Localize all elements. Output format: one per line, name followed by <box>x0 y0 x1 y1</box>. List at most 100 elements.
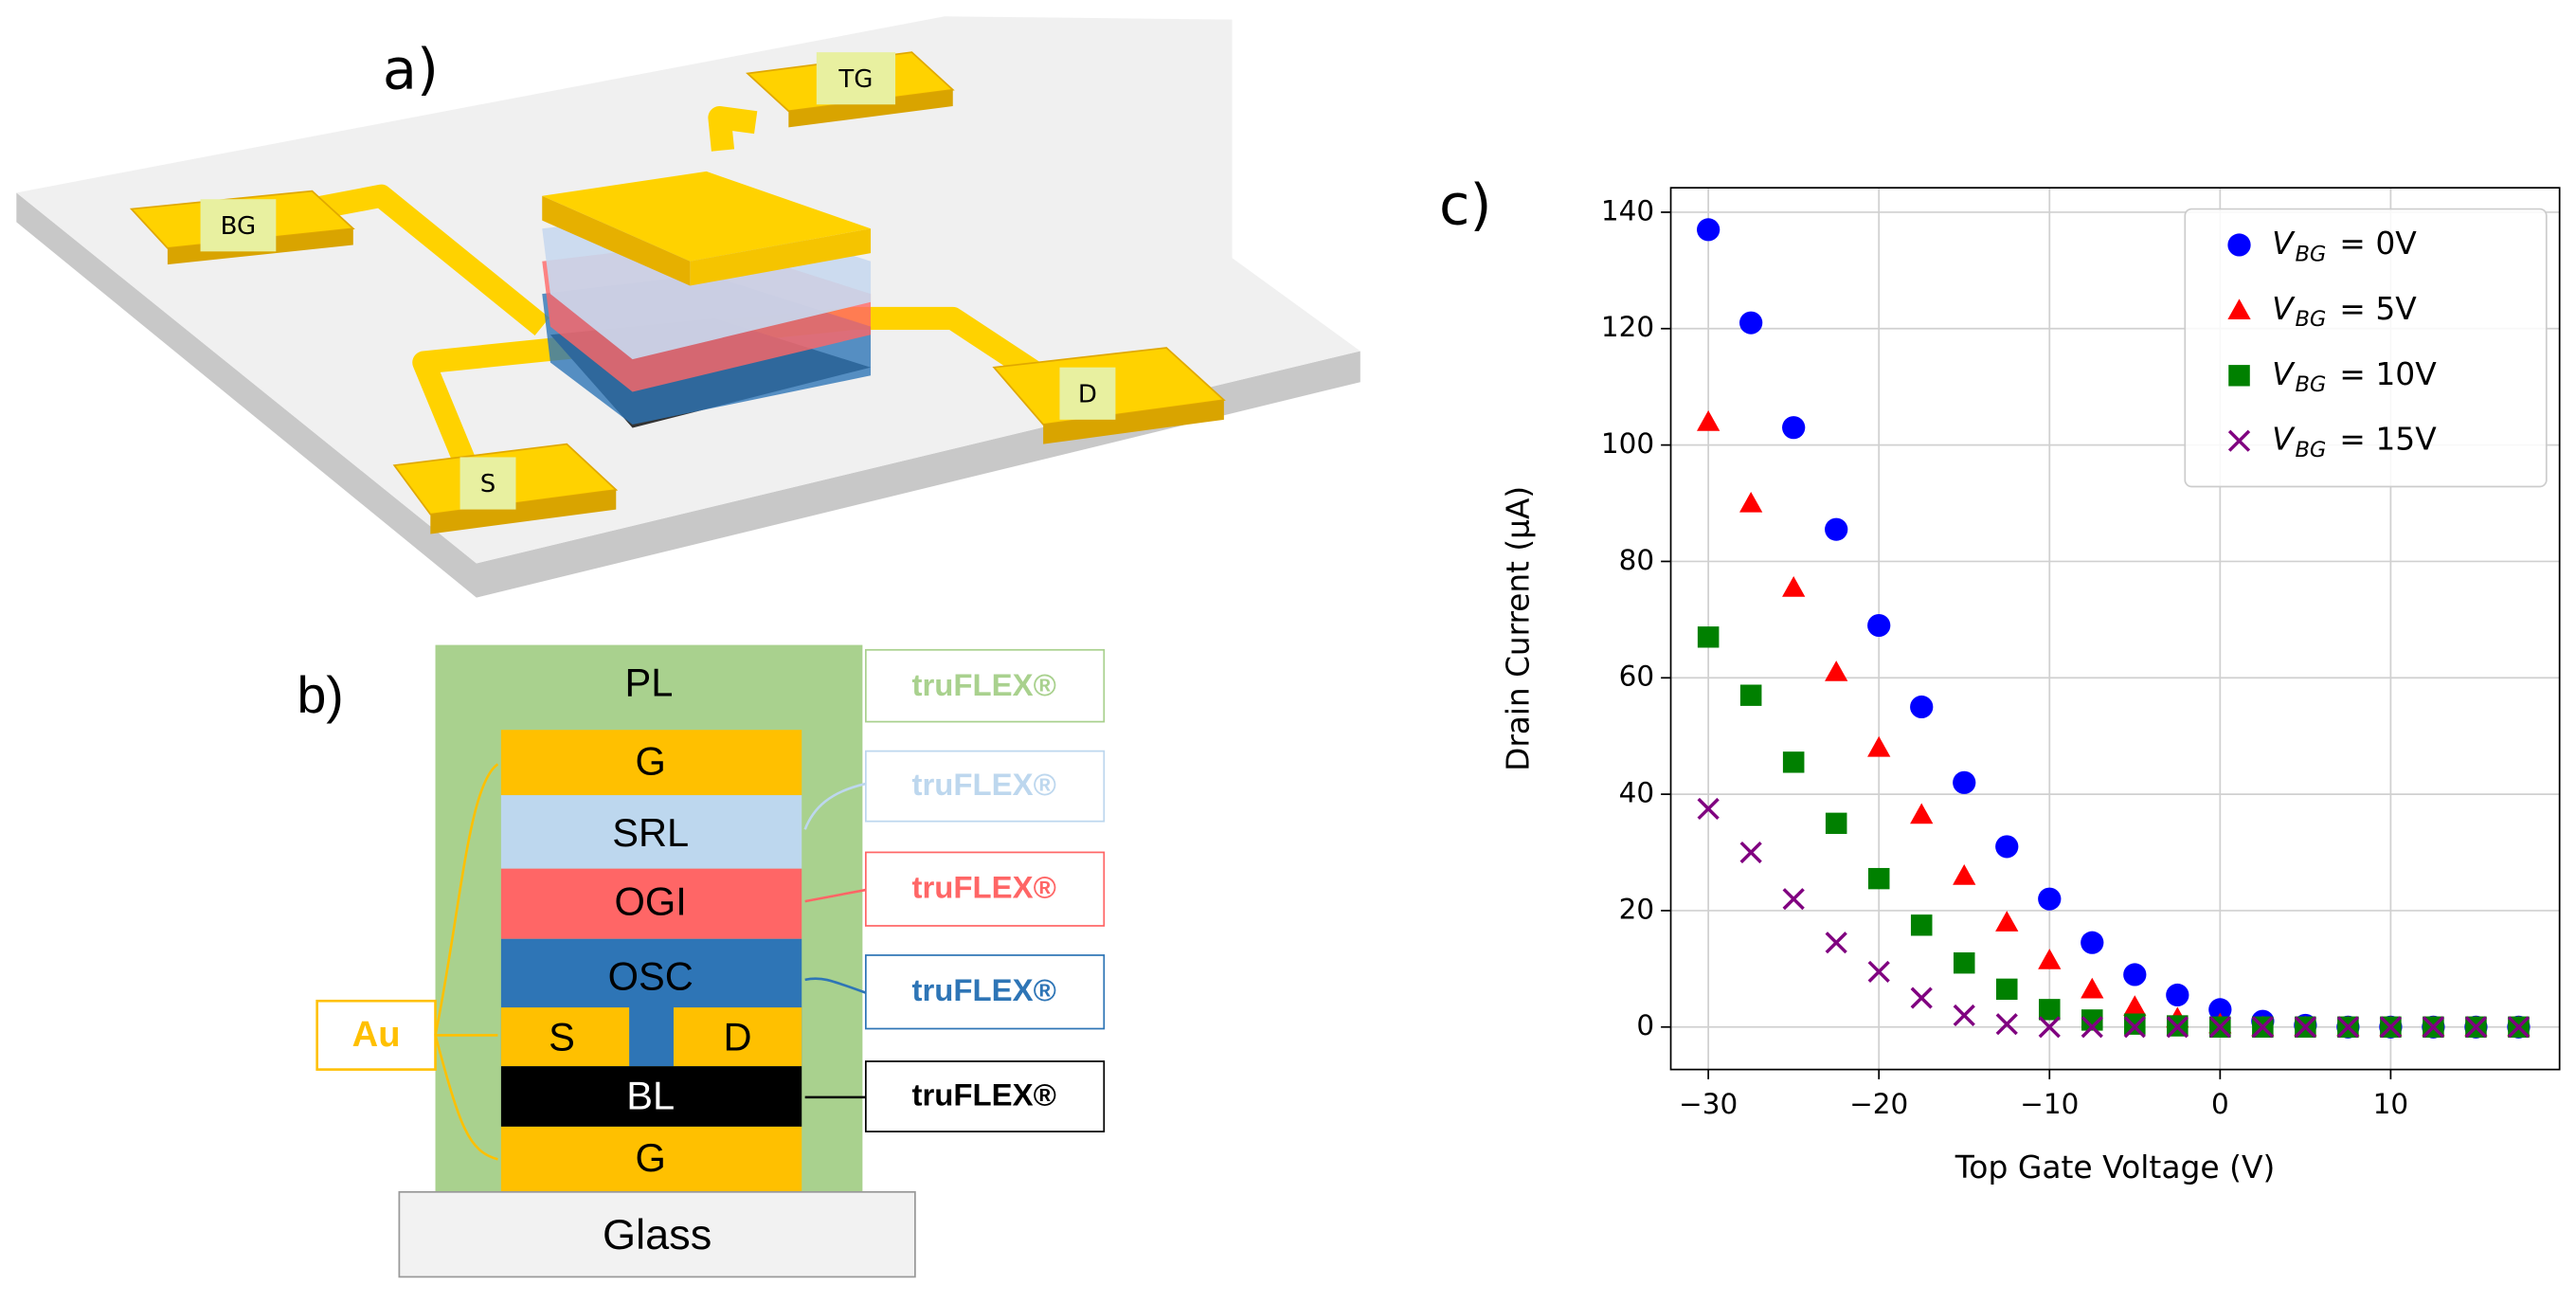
x-tick-label: 0 <box>2211 1088 2229 1120</box>
layer-label: G <box>636 1135 666 1180</box>
point <box>1697 626 1720 648</box>
legend-box <box>2184 208 2548 488</box>
material-box <box>864 851 1106 927</box>
material-box <box>864 648 1106 723</box>
legend-symbol: V <box>2272 422 2296 458</box>
y-tick-label: 100 <box>1601 427 1654 460</box>
point <box>2208 1016 2231 1039</box>
point <box>2507 1016 2531 1039</box>
y-tick-label: 120 <box>1601 311 1654 343</box>
arrow <box>434 763 499 1036</box>
legend-marker <box>2227 233 2251 257</box>
material-label: truFLEX® <box>912 972 1056 1007</box>
point <box>1867 867 1890 890</box>
y-tick-label: 140 <box>1601 195 1654 227</box>
material-label: truFLEX® <box>912 870 1056 905</box>
point <box>2166 983 2189 1007</box>
point <box>2038 949 2062 969</box>
point <box>2123 1016 2146 1039</box>
point <box>2038 887 2062 911</box>
point <box>1953 770 1976 794</box>
au-label: Au <box>352 1015 401 1055</box>
pad-label-bg <box>1059 367 1116 420</box>
layer <box>500 1126 802 1192</box>
point <box>1697 797 1720 821</box>
pad-side <box>430 489 617 534</box>
point <box>2294 1016 2316 1039</box>
layer <box>500 730 802 796</box>
material-label: truFLEX® <box>912 667 1056 702</box>
au-box <box>315 999 437 1071</box>
substrate <box>398 1190 916 1278</box>
point <box>2208 998 2232 1022</box>
point <box>1825 661 1848 681</box>
legend-symbol: V <box>2272 356 2296 392</box>
substrate-label: Glass <box>603 1210 712 1258</box>
point <box>1739 491 1763 513</box>
arrow <box>804 977 867 994</box>
point <box>1739 311 1763 335</box>
y-axis-label: Drain Current (μA) <box>1500 486 1536 771</box>
x-tick-label: 10 <box>2373 1088 2409 1120</box>
layer <box>500 1066 802 1127</box>
point <box>1825 812 1847 835</box>
legend-symbol: V <box>2272 291 2296 327</box>
point <box>1739 684 1762 706</box>
legend-marker <box>2228 365 2250 387</box>
point <box>1953 864 1976 885</box>
point <box>2038 1016 2061 1039</box>
layer <box>500 1007 630 1067</box>
point <box>1867 735 1891 757</box>
point <box>1782 416 1806 440</box>
point <box>1825 932 1847 954</box>
layer-label: OGI <box>615 879 687 924</box>
point <box>1782 576 1806 597</box>
point <box>1995 911 2019 932</box>
point <box>1910 695 1934 719</box>
plot-frame <box>1669 187 2561 1071</box>
point <box>1995 835 2019 859</box>
legend-label: = 15V <box>2339 422 2437 458</box>
point <box>2081 931 2104 954</box>
legend-marker <box>2227 429 2251 452</box>
point <box>1782 888 1805 911</box>
y-tick-label: 40 <box>1619 777 1655 809</box>
point <box>1697 409 1720 431</box>
legend-subscript: BG <box>2295 438 2326 462</box>
point <box>2039 999 2061 1021</box>
material-label: truFLEX® <box>912 767 1056 802</box>
x-tick-label: −20 <box>1849 1088 1908 1120</box>
point <box>2081 977 2104 999</box>
point <box>1953 1004 1975 1027</box>
pad-label: S <box>480 470 496 498</box>
point <box>1782 751 1805 773</box>
arrow <box>803 782 867 830</box>
top-gate-side <box>690 228 872 286</box>
point <box>2124 1013 2146 1035</box>
layer-label: BL <box>626 1074 675 1118</box>
point <box>1995 1013 2018 1036</box>
top-gate-side <box>542 195 691 286</box>
arrow <box>804 888 867 903</box>
layer <box>673 1007 802 1067</box>
layer-label: S <box>549 1015 575 1059</box>
material-labels: truFLEX® truFLEX® truFLEX® truFLEX® truF… <box>864 648 1106 1132</box>
point <box>2422 1016 2445 1039</box>
pad-label-bg <box>459 457 516 510</box>
layer-label: G <box>636 738 666 783</box>
layer-label: D <box>724 1015 752 1059</box>
point <box>2081 1009 2103 1031</box>
top-gate <box>542 171 872 262</box>
y-tick-label: 0 <box>1636 1009 1654 1041</box>
legend-subscript: BG <box>2295 372 2326 397</box>
y-tick-label: 80 <box>1619 544 1655 576</box>
au-arrows <box>434 763 499 1161</box>
legend-subscript: BG <box>2295 307 2326 332</box>
point <box>2166 1016 2189 1039</box>
material-box <box>864 954 1106 1030</box>
material-label: truFLEX® <box>912 1077 1056 1113</box>
legend-symbol: V <box>2272 226 2296 262</box>
point <box>1995 978 2018 1001</box>
point <box>1910 986 1933 1009</box>
